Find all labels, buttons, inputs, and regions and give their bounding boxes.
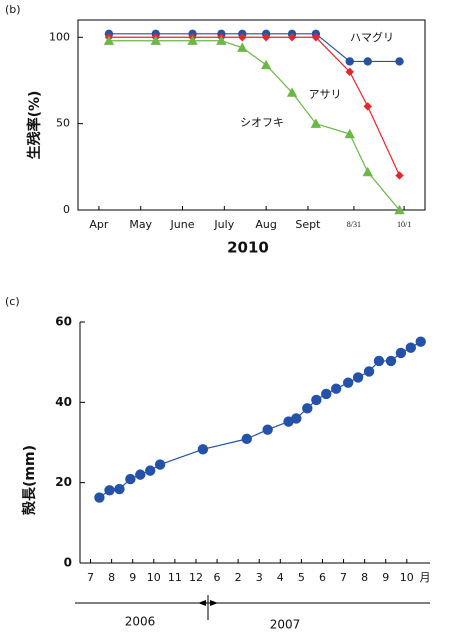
marker [283, 416, 294, 427]
marker [197, 444, 209, 455]
marker [310, 118, 322, 128]
series-label: アサリ [309, 88, 342, 101]
x-tick-label: May [129, 218, 152, 231]
marker [385, 355, 397, 367]
marker [330, 383, 342, 394]
marker [94, 492, 105, 503]
x-tick-label: 3 [256, 571, 263, 584]
marker [395, 57, 404, 66]
marker [311, 33, 321, 42]
marker [150, 35, 161, 45]
x-tick-label: 10 [400, 571, 414, 584]
x-axis-label: 2010 [227, 239, 269, 257]
x-tick-label: 10 [147, 571, 161, 584]
chart-title: (c) [5, 295, 20, 308]
x-tick-label: 6 [319, 571, 326, 584]
x-tick-label: 4 [277, 571, 284, 584]
marker [187, 35, 198, 45]
marker [103, 35, 115, 45]
y-tick-label: 0 [64, 556, 72, 570]
marker [216, 35, 227, 45]
x-tick-label: 10/1 [397, 220, 411, 229]
marker [405, 342, 417, 353]
marker [321, 388, 332, 400]
marker [286, 87, 298, 97]
plot-frame [77, 19, 426, 211]
marker [344, 128, 355, 139]
marker [154, 459, 166, 470]
marker [261, 33, 271, 42]
y-tick-label: 50 [56, 117, 70, 130]
chart-title: (b) [5, 3, 21, 16]
x-tick-label: 7 [340, 571, 347, 584]
series-label: ハマグリ [350, 30, 394, 44]
marker [114, 483, 125, 495]
y-tick-label: 60 [55, 315, 72, 329]
year-label: 2006 [125, 615, 156, 629]
x-axis-label: 月 [420, 571, 431, 584]
x-tick-label: 6 [214, 571, 221, 584]
marker [362, 166, 373, 177]
series-label: シオフキ [240, 116, 284, 129]
marker [104, 485, 115, 496]
marker [145, 465, 156, 476]
x-tick-label: 8 [108, 571, 115, 584]
x-tick-label: 7 [87, 571, 94, 584]
y-axis-label: 生残率(%) [26, 91, 43, 160]
marker [345, 57, 354, 66]
marker [241, 433, 252, 445]
marker [394, 204, 405, 215]
year-label: 2007 [270, 618, 301, 632]
marker [345, 67, 354, 77]
marker [302, 403, 313, 414]
marker [262, 424, 273, 435]
marker [363, 366, 375, 377]
x-tick-label: Sept [295, 218, 321, 231]
x-tick-label: 8/31 [347, 220, 361, 229]
marker [363, 57, 372, 66]
marker [135, 469, 146, 480]
marker [291, 413, 302, 424]
x-tick-label: 8 [361, 571, 368, 584]
marker [311, 394, 322, 406]
x-tick-label: 2 [235, 571, 242, 584]
x-tick-label: Aug [255, 218, 276, 231]
x-tick-label: July [213, 218, 234, 231]
y-tick-label: 40 [55, 395, 72, 409]
x-tick-label: 9 [129, 571, 136, 584]
x-tick-label: June [170, 218, 195, 231]
marker [363, 102, 372, 111]
marker [415, 336, 426, 347]
x-tick-label: Apr [89, 218, 109, 231]
marker [342, 377, 354, 388]
marker [395, 171, 404, 180]
marker [395, 347, 407, 359]
marker [238, 33, 247, 42]
y-tick-label: 0 [63, 203, 70, 216]
marker [260, 59, 272, 70]
marker [237, 42, 248, 52]
series-line [108, 36, 401, 176]
x-tick-label: 5 [298, 571, 305, 584]
marker [287, 33, 297, 42]
x-tick-label: 12 [189, 571, 203, 584]
marker [373, 355, 385, 367]
x-tick-label: 11 [168, 571, 182, 584]
y-tick-label: 20 [55, 475, 72, 489]
marker [352, 372, 364, 383]
x-tick-label: 9 [382, 571, 389, 584]
year-arrows [198, 600, 218, 606]
y-axis-label: 殻長(mm) [21, 445, 38, 515]
y-tick-label: 100 [49, 30, 70, 43]
marker [125, 473, 136, 485]
